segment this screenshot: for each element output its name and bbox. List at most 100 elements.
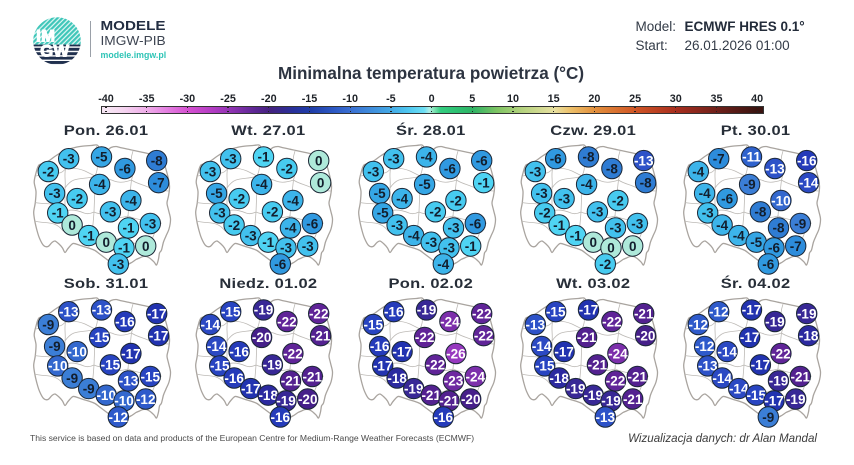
svg-text:-17: -17 [750,358,770,373]
svg-text:-17: -17 [373,359,393,374]
svg-text:-21: -21 [628,369,648,384]
svg-text:-3: -3 [63,152,75,167]
svg-text:-3: -3 [592,205,604,220]
svg-text:-15: -15 [535,359,555,374]
svg-text:-2: -2 [429,205,441,220]
svg-text:-22: -22 [472,306,492,321]
svg-text:-15: -15 [546,305,566,320]
svg-text:-17: -17 [392,344,412,359]
svg-text:-16: -16 [225,371,245,386]
svg-text:-17: -17 [147,306,167,321]
svg-text:-13: -13 [119,374,139,389]
svg-text:-4: -4 [581,177,593,192]
svg-text:-17: -17 [579,303,599,318]
svg-text:-17: -17 [149,329,169,344]
svg-text:-8: -8 [151,153,163,168]
svg-text:0: 0 [315,153,323,168]
svg-text:-10: -10 [771,193,791,208]
svg-text:-21: -21 [634,306,654,321]
svg-text:-19: -19 [277,394,297,409]
svg-text:-15: -15 [101,358,121,373]
svg-text:-19: -19 [797,306,817,321]
svg-text:-10: -10 [96,388,116,403]
svg-text:-8: -8 [606,161,618,176]
svg-text:-13: -13 [634,153,654,168]
svg-text:-3: -3 [443,241,455,256]
svg-text:-6: -6 [762,257,774,272]
svg-text:-2: -2 [612,193,624,208]
svg-text:-17: -17 [741,303,761,318]
svg-text:-14: -14 [729,381,749,396]
svg-text:-13: -13 [765,161,785,176]
svg-text:-17: -17 [739,330,759,345]
svg-text:-15: -15 [141,369,161,384]
svg-text:-3: -3 [536,186,548,201]
svg-text:-19: -19 [404,381,424,396]
svg-text:-6: -6 [768,241,780,256]
svg-text:-4: -4 [396,191,408,206]
svg-text:-1: -1 [122,221,134,236]
svg-text:-3: -3 [701,206,713,221]
svg-text:-6: -6 [307,216,319,231]
svg-text:-3: -3 [225,152,237,167]
svg-text:-22: -22 [602,314,622,329]
svg-text:-15: -15 [210,359,230,374]
svg-text:-20: -20 [252,330,272,345]
svg-text:-10: -10 [48,359,68,374]
svg-text:-9: -9 [42,317,54,332]
svg-text:-4: -4 [285,221,297,236]
svg-text:-5: -5 [750,235,762,250]
svg-text:-5: -5 [95,150,107,165]
svg-text:-17: -17 [121,346,141,361]
svg-text:-19: -19 [601,394,621,409]
svg-text:-2: -2 [539,206,551,221]
svg-text:-13: -13 [526,317,546,332]
svg-text:-16: -16 [384,305,404,320]
svg-text:-2: -2 [71,191,83,206]
svg-text:-22: -22 [474,329,494,344]
svg-text:-17: -17 [555,344,575,359]
svg-text:-24: -24 [465,369,485,384]
svg-text:-21: -21 [421,388,441,403]
svg-text:-2: -2 [599,257,611,272]
svg-text:-8: -8 [640,176,652,191]
svg-text:-3: -3 [302,239,314,254]
svg-text:-6: -6 [275,257,287,272]
svg-text:-16: -16 [797,153,817,168]
svg-text:-15: -15 [363,317,383,332]
svg-text:-12: -12 [136,392,156,407]
svg-text:-3: -3 [49,186,61,201]
svg-text:-14: -14 [717,344,737,359]
svg-text:0: 0 [590,235,598,250]
svg-text:0: 0 [607,241,615,256]
svg-text:-19: -19 [765,314,785,329]
svg-text:0: 0 [102,235,110,250]
svg-text:-12: -12 [694,339,714,354]
svg-text:-6: -6 [550,152,562,167]
svg-text:-13: -13 [92,303,112,318]
svg-text:-22: -22 [425,358,445,373]
svg-text:0: 0 [68,218,76,233]
svg-text:-9: -9 [743,177,755,192]
svg-text:-5: -5 [373,186,385,201]
svg-text:-21: -21 [588,358,608,373]
svg-text:-3: -3 [631,216,643,231]
svg-text:-4: -4 [287,193,299,208]
svg-text:-21: -21 [303,369,323,384]
svg-text:-5: -5 [211,186,223,201]
svg-text:-14: -14 [532,339,552,354]
svg-text:-1: -1 [52,206,64,221]
svg-text:-3: -3 [391,218,403,233]
svg-text:-17: -17 [764,394,784,409]
svg-text:0: 0 [317,176,325,191]
svg-text:-15: -15 [746,388,766,403]
svg-text:-19: -19 [768,374,788,389]
svg-text:-4: -4 [698,186,710,201]
svg-text:-3: -3 [112,257,124,272]
svg-text:-4: -4 [420,150,432,165]
svg-text:-7: -7 [789,239,801,254]
svg-text:-20: -20 [298,392,318,407]
svg-text:-16: -16 [230,344,250,359]
svg-text:-1: -1 [477,176,489,191]
svg-text:-10: -10 [67,344,87,359]
